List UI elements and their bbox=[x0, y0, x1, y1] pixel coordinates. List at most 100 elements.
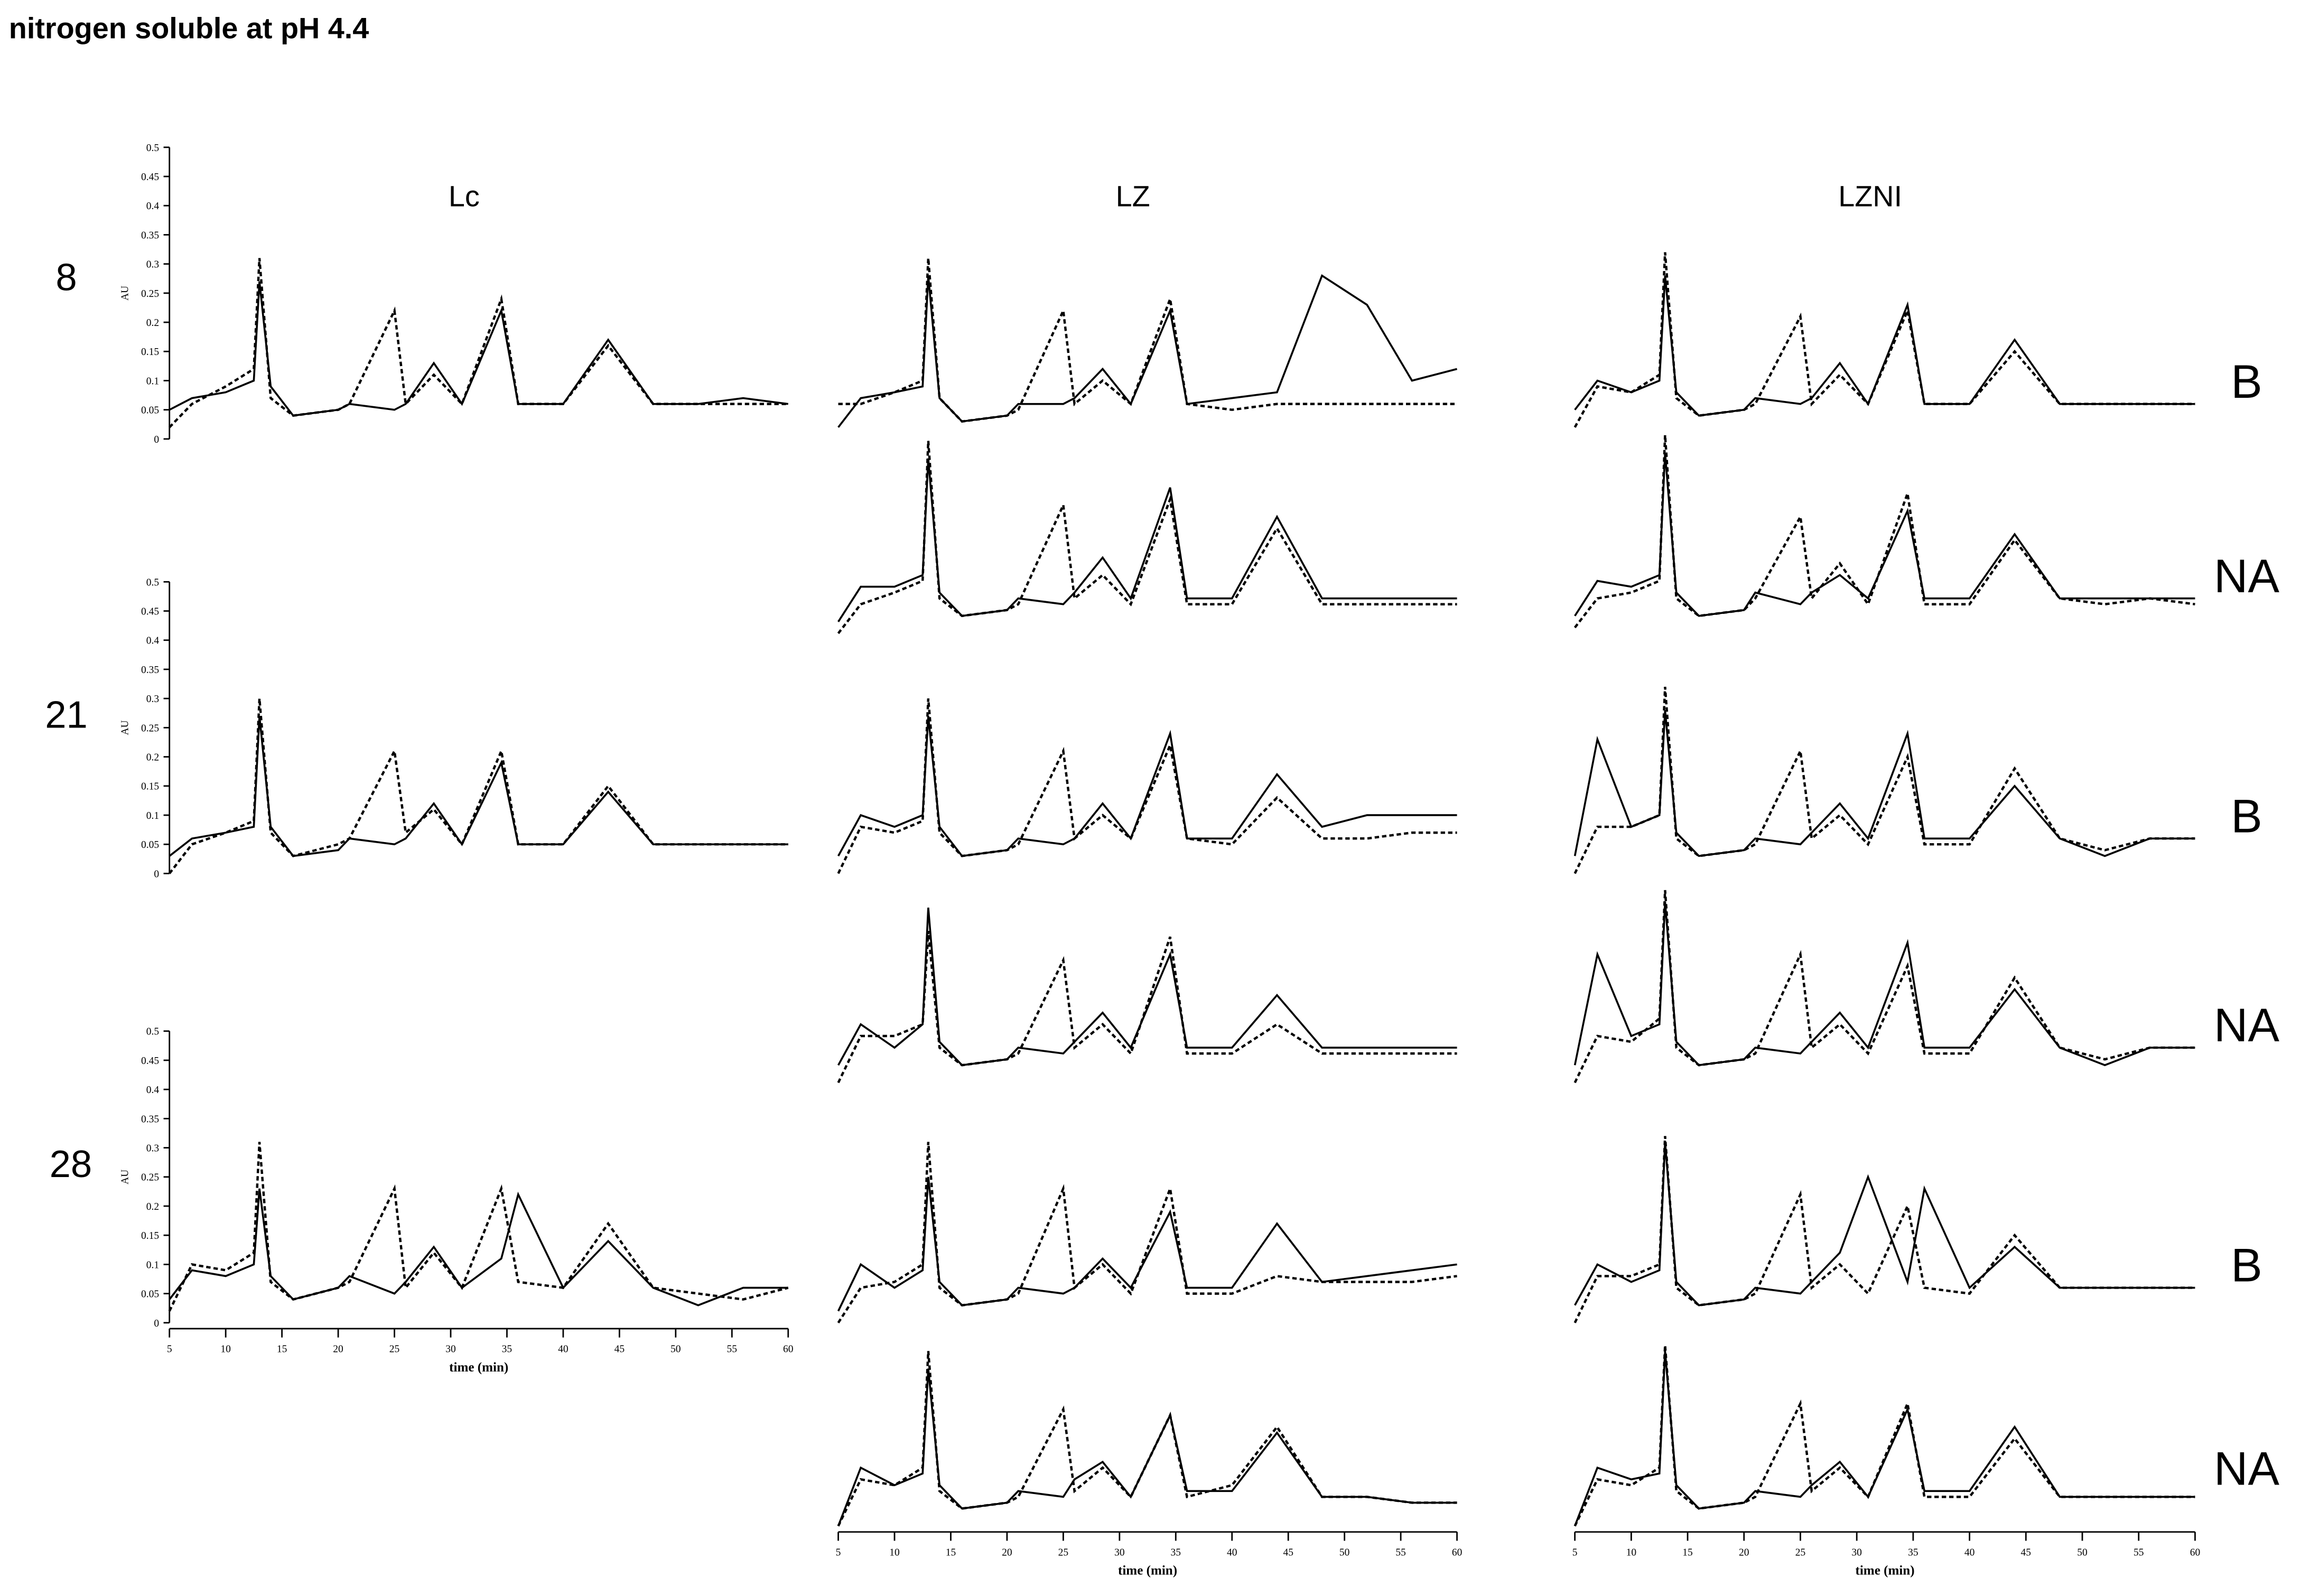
y-tick-label: 0.25 bbox=[141, 288, 159, 300]
x-tick-label: 15 bbox=[277, 1344, 287, 1355]
x-tick-label: 40 bbox=[1227, 1547, 1237, 1558]
x-tick-label: 30 bbox=[1114, 1547, 1124, 1558]
x-tick-label: 35 bbox=[1908, 1547, 1918, 1558]
x-tick-label: 35 bbox=[502, 1344, 513, 1355]
figure-title: nitrogen soluble at pH 4.4 bbox=[9, 12, 369, 44]
y-tick-label: 0 bbox=[154, 1318, 159, 1329]
trace bbox=[837, 1142, 1457, 1323]
y-tick-label: 0.4 bbox=[146, 636, 160, 647]
y-tick-label: 0.45 bbox=[141, 172, 159, 183]
panel-title: LZ bbox=[1116, 180, 1150, 212]
x-tick-label: 50 bbox=[1339, 1547, 1349, 1558]
x-tick-label: 40 bbox=[558, 1344, 569, 1355]
x-tick-label: 45 bbox=[2021, 1547, 2032, 1558]
y-tick-label: 0.4 bbox=[146, 201, 160, 212]
x-tick-label: 20 bbox=[333, 1344, 343, 1355]
y-tick-label: 0.1 bbox=[146, 810, 159, 822]
y-tick-label: 0.25 bbox=[141, 723, 159, 734]
x-tick-label: 50 bbox=[670, 1344, 681, 1355]
x-tick-label: 5 bbox=[167, 1344, 172, 1355]
y-tick-label: 0.35 bbox=[141, 1114, 159, 1125]
y-tick-label: 0 bbox=[154, 434, 159, 445]
x-tick-label: 55 bbox=[727, 1344, 738, 1355]
x-tick-label: 50 bbox=[2077, 1547, 2088, 1558]
x-tick-label: 10 bbox=[220, 1344, 230, 1355]
y-tick-label: 0.2 bbox=[146, 318, 159, 329]
x-tick-label: 5 bbox=[1572, 1547, 1578, 1558]
x-tick-label: 10 bbox=[1626, 1547, 1637, 1558]
y-tick-label: 0.05 bbox=[141, 839, 159, 851]
x-tick-label: 55 bbox=[2134, 1547, 2144, 1558]
x-axis-label: time (min) bbox=[1118, 1564, 1177, 1578]
x-tick-label: 55 bbox=[1395, 1547, 1405, 1558]
trace bbox=[169, 281, 788, 417]
y-tick-label: 0.3 bbox=[146, 694, 159, 705]
y-tick-label: 0.45 bbox=[141, 1056, 159, 1067]
y-tick-label: 0.2 bbox=[146, 1201, 159, 1212]
trace bbox=[169, 716, 788, 857]
trace bbox=[837, 698, 1457, 874]
trace bbox=[837, 1368, 1457, 1527]
trace bbox=[169, 258, 788, 428]
y-tick-label: 0.05 bbox=[141, 1289, 159, 1300]
y-tick-label: 0.1 bbox=[146, 1259, 159, 1271]
trace bbox=[168, 698, 788, 874]
y-tick-label: 0.25 bbox=[141, 1172, 159, 1183]
trace bbox=[1573, 890, 2195, 1084]
x-axis-label: time (min) bbox=[1855, 1564, 1914, 1578]
y-tick-label: 0.15 bbox=[141, 1230, 159, 1242]
y-tick-label: 0.35 bbox=[141, 665, 159, 676]
y-tick-label: 0.35 bbox=[141, 230, 159, 241]
y-tick-label: 0.45 bbox=[141, 606, 159, 618]
x-tick-label: 20 bbox=[1739, 1547, 1749, 1558]
x-tick-label: 40 bbox=[1964, 1547, 1975, 1558]
treatment-label: B bbox=[2231, 1239, 2262, 1292]
trace bbox=[1573, 1345, 2195, 1527]
y-tick-label: 0.2 bbox=[146, 752, 159, 763]
panel-title: LZNI bbox=[1838, 180, 1902, 212]
y-tick-label: 0.5 bbox=[146, 577, 159, 588]
y-tick-label: 0.4 bbox=[146, 1085, 160, 1096]
treatment-label: B bbox=[2231, 355, 2262, 408]
day-label: 21 bbox=[45, 693, 88, 736]
y-tick-label: 0.3 bbox=[146, 259, 159, 270]
x-tick-label: 15 bbox=[1682, 1547, 1693, 1558]
x-tick-label: 30 bbox=[1851, 1547, 1862, 1558]
trace bbox=[837, 907, 1457, 1067]
trace bbox=[837, 931, 1457, 1084]
x-tick-label: 10 bbox=[889, 1547, 900, 1558]
treatment-label: NA bbox=[2214, 549, 2279, 602]
y-tick-label: 0.1 bbox=[146, 376, 159, 387]
x-tick-label: 35 bbox=[1171, 1547, 1181, 1558]
treatment-label: NA bbox=[2214, 1442, 2279, 1495]
x-tick-label: 60 bbox=[1452, 1547, 1463, 1558]
x-tick-label: 15 bbox=[946, 1547, 956, 1558]
x-tick-label: 20 bbox=[1002, 1547, 1012, 1558]
trace bbox=[837, 458, 1457, 622]
trace bbox=[1573, 435, 2195, 629]
y-tick-label: 0.3 bbox=[146, 1143, 159, 1154]
x-axis-label: time (min) bbox=[449, 1360, 508, 1375]
trace bbox=[837, 1177, 1457, 1312]
x-tick-label: 30 bbox=[445, 1344, 456, 1355]
day-label: 8 bbox=[55, 256, 77, 298]
y-axis-label: AU bbox=[120, 1170, 131, 1184]
y-axis-label: AU bbox=[120, 720, 131, 735]
trace bbox=[1573, 686, 2195, 874]
y-tick-label: 0.15 bbox=[141, 347, 159, 358]
trace bbox=[1573, 252, 2195, 428]
y-tick-label: 0 bbox=[154, 869, 159, 880]
day-label: 28 bbox=[50, 1143, 92, 1186]
y-axis-label: AU bbox=[120, 286, 131, 301]
trace bbox=[168, 1142, 789, 1312]
panel-title: Lc bbox=[449, 180, 480, 212]
trace bbox=[1573, 1351, 2195, 1527]
y-tick-label: 0.5 bbox=[146, 143, 159, 154]
trace bbox=[838, 258, 1457, 423]
treatment-label: NA bbox=[2214, 998, 2279, 1051]
x-tick-label: 45 bbox=[614, 1344, 625, 1355]
trace bbox=[837, 1351, 1457, 1527]
x-tick-label: 60 bbox=[783, 1344, 794, 1355]
